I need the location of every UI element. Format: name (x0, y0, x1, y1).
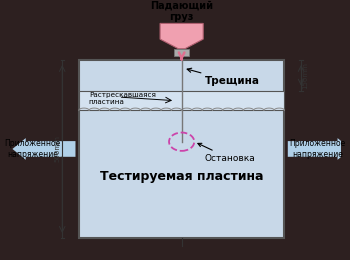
FancyArrow shape (288, 138, 350, 160)
Text: Трещина: Трещина (187, 68, 260, 86)
Text: 150mm: 150mm (302, 62, 308, 89)
Text: Остановка: Остановка (198, 143, 256, 163)
Bar (79, 91, 285, 110)
Text: Растрескавшаяся
пластина: Растрескавшаяся пластина (89, 92, 156, 105)
Text: 500mm: 500mm (54, 135, 60, 162)
Text: Тестируемая пластина: Тестируемая пластина (100, 170, 264, 183)
Polygon shape (160, 23, 203, 49)
Bar (79, 60, 285, 238)
Bar (174, 49, 189, 56)
Text: Приложенное
напряжение: Приложенное напряжение (4, 139, 61, 159)
Text: Приложенное
напряжение: Приложенное напряжение (289, 139, 346, 159)
FancyArrow shape (13, 138, 76, 160)
Text: Падающий
груз: Падающий груз (150, 1, 213, 22)
